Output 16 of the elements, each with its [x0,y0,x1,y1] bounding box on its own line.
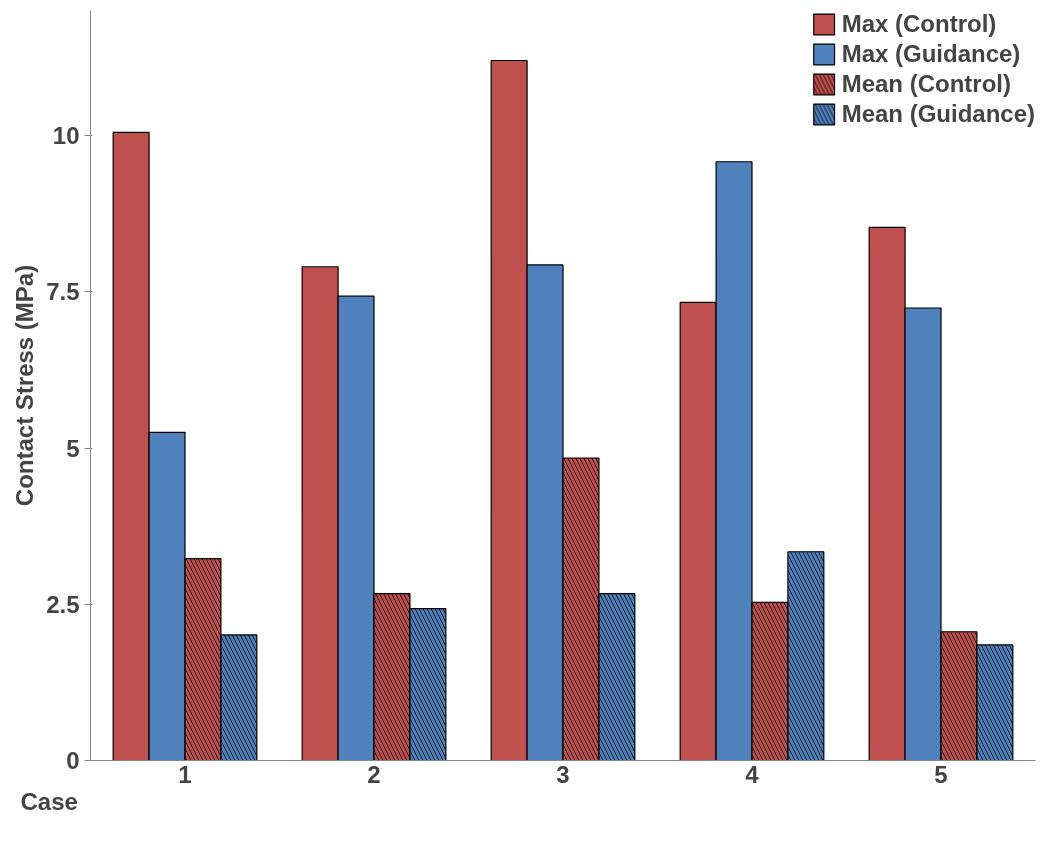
legend-label: Max (Guidance) [841,40,1021,68]
legend-label: Max (Control) [841,10,997,38]
x-tick-label: 2 [367,760,381,788]
legend-label: Mean (Control) [841,70,1011,98]
x-tick-label: 1 [178,760,192,788]
x-tick-label: 4 [745,760,760,788]
y-tick-label: 0 [66,747,80,774]
x-axis-title: Case [20,787,78,815]
y-tick-label: 7.5 [46,278,80,306]
y-axis-title: Contact Stress (MPa) [11,264,39,507]
legend-label: Mean (Guidance) [841,100,1035,128]
x-tick-label: 5 [934,760,948,788]
y-tick-label: 2.5 [46,590,80,618]
y-tick-label: 10 [52,122,80,149]
y-tick-label: 5 [66,434,80,462]
x-tick-label: 3 [556,760,570,788]
